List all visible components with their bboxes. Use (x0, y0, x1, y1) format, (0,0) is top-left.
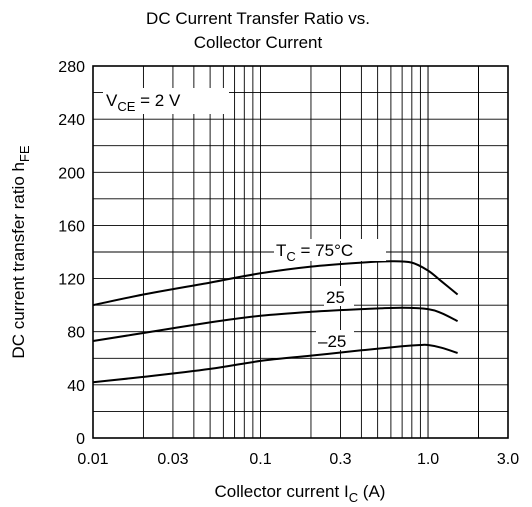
curve-label: –25 (318, 332, 346, 351)
y-tick-label: 280 (58, 59, 85, 76)
curve-label-main: T (276, 241, 286, 260)
curves (92, 260, 459, 384)
curve-label-sub: C (286, 249, 295, 264)
y-tick-labels: 0 40 80 120 160 200 240 280 (58, 59, 85, 448)
x-tick-label: 0.01 (77, 451, 108, 468)
x-axis-title-unit: (A) (358, 482, 385, 501)
y-tick-label: 240 (58, 112, 85, 129)
y-axis-title-sub: FE (17, 145, 32, 162)
curve-labels: TC = 75°C 25 –25 (274, 239, 386, 351)
y-tick-label: 200 (58, 165, 85, 182)
curve-minus-25 (92, 343, 458, 384)
condition-main: V (106, 91, 118, 110)
y-tick-label: 120 (58, 272, 85, 289)
x-tick-label: 0.03 (157, 451, 188, 468)
y-tick-label: 0 (76, 431, 85, 448)
x-axis-title-sub: C (349, 490, 358, 505)
plot-frame (92, 65, 509, 439)
y-tick-label: 160 (58, 218, 85, 235)
curve-label-main: –25 (318, 332, 346, 351)
chart-title-line-2: Collector Current (194, 33, 323, 52)
curve-tc-75 (92, 260, 459, 307)
curve-label-rest: = 75°C (296, 241, 353, 260)
x-tick-labels: 0.01 0.03 0.1 0.3 1.0 3.0 (77, 451, 519, 468)
chart-title: DC Current Transfer Ratio vs. Collector … (146, 9, 370, 52)
curve-25 (92, 306, 459, 342)
y-axis-title-main: DC current transfer ratio h (9, 162, 28, 359)
y-axis-title: DC current transfer ratio hFE (9, 145, 32, 358)
curve-label-bg (274, 239, 386, 261)
x-tick-label: 0.1 (249, 451, 271, 468)
chart-title-line-1: DC Current Transfer Ratio vs. (146, 9, 370, 28)
x-axis-title: Collector current IC (A) (215, 482, 386, 505)
condition-rest: = 2 V (135, 91, 181, 110)
curve-label-bg (324, 286, 354, 306)
curve-label-main: 25 (326, 288, 345, 307)
curve-label: TC = 75°C (276, 241, 353, 264)
condition-sub: CE (117, 99, 135, 114)
y-tick-label: 40 (67, 378, 85, 395)
curve-label: 25 (326, 288, 345, 307)
x-tick-label: 0.3 (329, 451, 351, 468)
condition-label-bg (103, 88, 229, 114)
y-tick-label: 80 (67, 325, 85, 342)
x-axis-title-main: Collector current I (215, 482, 349, 501)
condition-label: VCE = 2 V (106, 91, 181, 114)
curve-label-bg (316, 330, 354, 350)
x-tick-label: 1.0 (417, 451, 439, 468)
x-tick-label: 3.0 (497, 451, 519, 468)
